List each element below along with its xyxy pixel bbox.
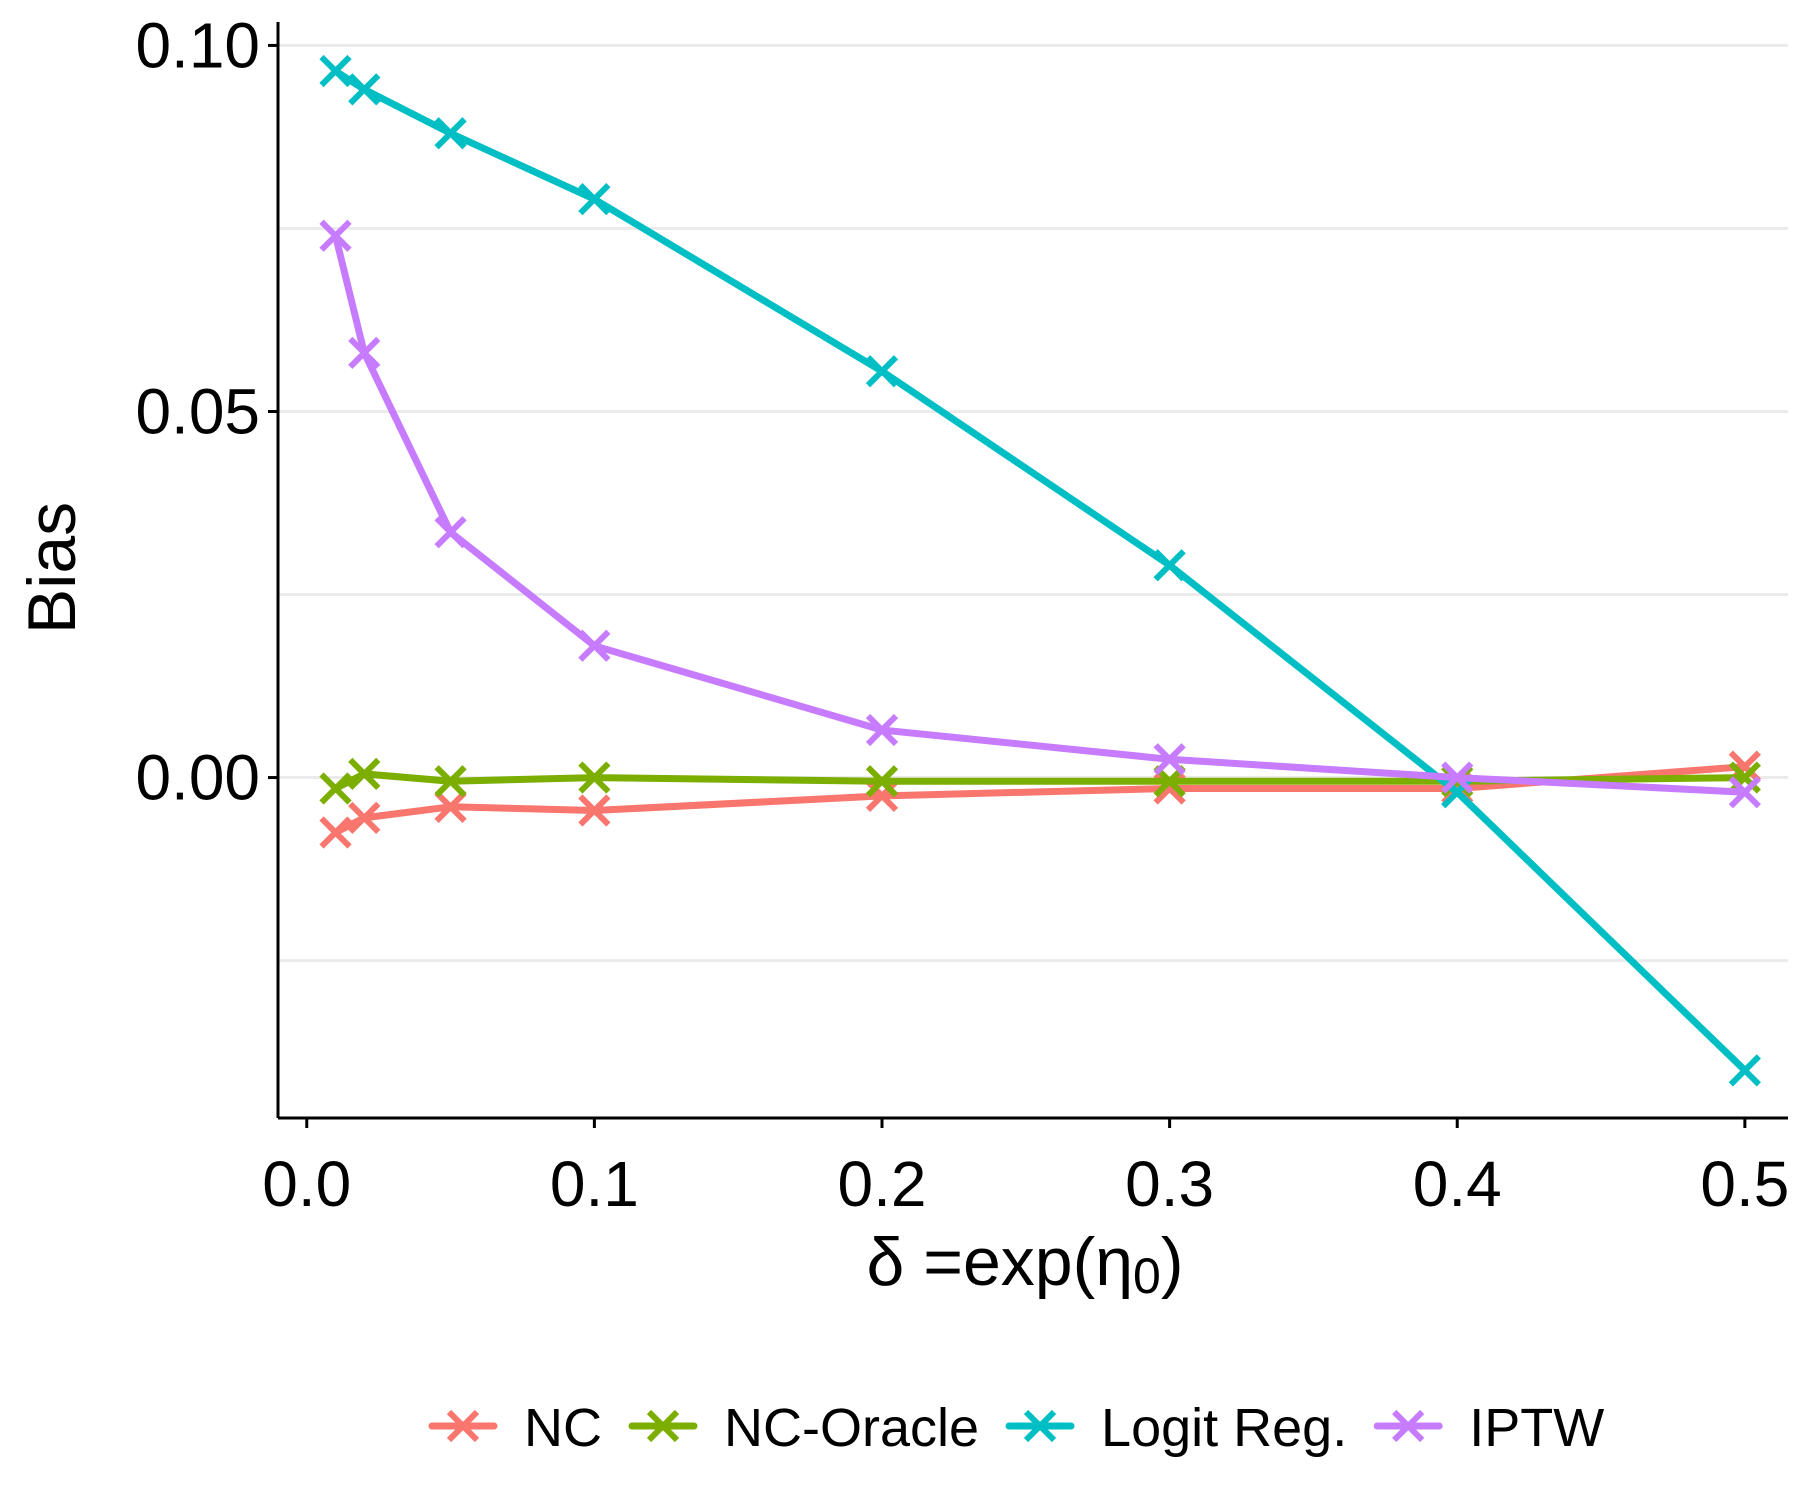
data-point-iptw (865, 713, 899, 747)
axes (268, 22, 1788, 1128)
y-tick-label: 0.05 (135, 375, 260, 447)
legend-item-logit-reg: Logit Reg. (1005, 1398, 1347, 1458)
legend-label: IPTW (1469, 1398, 1604, 1458)
x-tick-label: 0.3 (1125, 1148, 1214, 1220)
data-point-nc (319, 816, 352, 849)
series-line-nc (332, 763, 1749, 836)
y-tick-label: 0.10 (135, 9, 260, 81)
legend-item-iptw: IPTW (1373, 1398, 1604, 1458)
data-point-iptw (1441, 761, 1474, 794)
x-tick-label: 0.5 (1700, 1148, 1789, 1220)
data-point-logit-reg (434, 117, 467, 150)
legend: NC NC-Oracle Logit Reg. IPTW (428, 1398, 1604, 1458)
y-axis-title: Bias (14, 502, 90, 634)
series-line-iptw (332, 232, 1749, 796)
data-point-iptw (348, 336, 381, 370)
x-tick-label: 0.2 (838, 1148, 927, 1220)
series-group (319, 54, 1761, 1087)
legend-item-nc-oracle: NC-Oracle (628, 1398, 979, 1458)
data-point-logit-reg (578, 183, 611, 216)
data-point-nc (578, 794, 611, 827)
legend-label: NC (524, 1398, 602, 1458)
x-tick-label: 0.1 (550, 1148, 639, 1220)
data-point-logit-reg (1728, 1054, 1761, 1087)
data-point-nc-oracle (865, 765, 899, 798)
data-point-nc-oracle (578, 761, 611, 794)
data-point-nc-oracle (434, 765, 467, 798)
series-line-nc-oracle (332, 770, 1749, 792)
data-point-iptw (319, 219, 352, 252)
data-point-logit-reg (865, 355, 899, 388)
legend-label: Logit Reg. (1101, 1398, 1347, 1458)
data-point-nc (348, 801, 381, 834)
y-tick-label: 0.00 (135, 742, 260, 814)
data-point-iptw (1728, 776, 1761, 809)
legend-swatch-marker (1023, 1409, 1057, 1443)
legend-label: NC-Oracle (724, 1398, 979, 1458)
x-axis-title: δ =exp(η0) (866, 1224, 1183, 1304)
data-point-logit-reg (1153, 549, 1186, 582)
legend-swatch-marker (446, 1409, 480, 1443)
tick-labels: 0.00 0.05 0.10 0.0 0.1 0.2 0.3 0.4 0.5 (135, 9, 1789, 1220)
x-axis-title-close: ) (1161, 1224, 1184, 1300)
data-point-iptw (578, 629, 611, 662)
gridlines (278, 43, 1788, 963)
data-point-nc-oracle (348, 757, 381, 791)
x-axis-title-main: δ =exp(η (866, 1224, 1133, 1300)
legend-item-nc: NC (428, 1398, 602, 1458)
x-axis-title-subscript: 0 (1133, 1248, 1161, 1304)
data-point-nc (434, 790, 467, 823)
series-line-logit-reg (332, 67, 1749, 1074)
data-point-logit-reg (319, 54, 352, 88)
x-tick-label: 0.0 (262, 1148, 351, 1220)
data-point-iptw (434, 516, 467, 549)
x-tick-label: 0.4 (1413, 1148, 1502, 1220)
data-point-nc-oracle (319, 772, 352, 805)
legend-swatch-marker (646, 1409, 680, 1443)
data-point-iptw (1153, 743, 1186, 776)
legend-swatch-marker (1392, 1409, 1425, 1443)
data-point-logit-reg (348, 73, 381, 106)
